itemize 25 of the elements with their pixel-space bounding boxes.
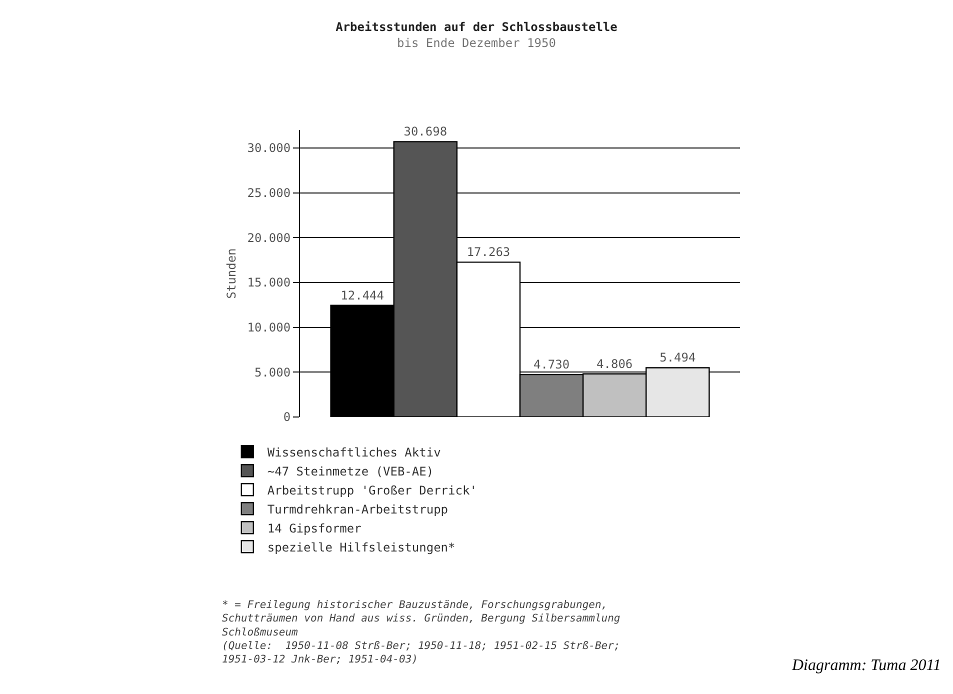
y-axis-title: Stunden	[224, 248, 239, 299]
chart-title: Arbeitsstunden auf der Schlossbaustelle	[336, 20, 618, 34]
y-tick-label: 30.000	[247, 141, 291, 156]
legend-label: spezielle Hilfsleistungen*	[267, 540, 456, 554]
legend-label: 14 Gipsformer	[267, 521, 362, 536]
text: (Quelle: 1950-11-08 Strß-Ber; 1950-11-18; 1951-02-15 Strß-Ber; 1951-03-12 Jnk-Ber; 1951-04-03)	[222, 640, 620, 666]
data-label: 4.806	[596, 356, 633, 371]
y-tick-label: 20.000	[247, 230, 291, 245]
y-tick-label: 5.000	[254, 365, 291, 380]
data-label: 4.730	[533, 358, 570, 372]
y-tick-label: 0	[283, 410, 291, 424]
y-tick-label: 10.000	[247, 320, 291, 335]
y-tick-label: 15.000	[247, 276, 291, 290]
legend-label: ~47 Steinmetze (VEB-AE)	[267, 464, 434, 478]
data-label: 30.698	[404, 124, 448, 139]
y-tick-label: 25.000	[247, 186, 291, 200]
chart-subtitle: bis Ende Dezember 1950	[397, 36, 556, 50]
legend-label: Turmdrehkran-Arbeitstrupp	[267, 502, 448, 516]
data-label: 17.263	[466, 245, 510, 260]
legend-label: Wissenschaftliches Aktiv	[267, 445, 441, 460]
text: * = Freilegung historischer Bauzustände, Forschungsgrabungen, Schutträumen von Hand aus wiss. Gründen, Bergung Silbersammlung Schloßmuseum	[222, 599, 620, 638]
text: Diagramm: Tuma 2011	[791, 657, 942, 674]
legend-label: Arbeitstrupp 'Großer Derrick'	[267, 483, 477, 498]
data-label: 5.494	[660, 350, 696, 365]
data-label: 12.444	[340, 288, 384, 302]
